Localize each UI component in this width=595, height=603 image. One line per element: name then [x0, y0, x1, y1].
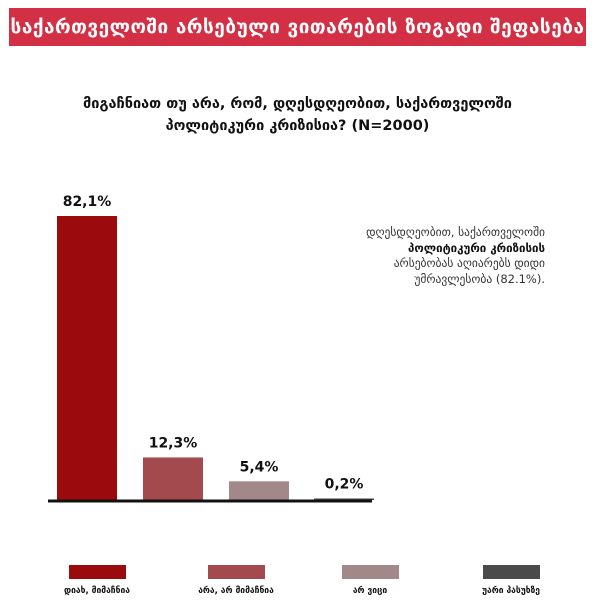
note-bold-text: პოლიტიკური კრიზისის [408, 240, 545, 255]
bars-group: 82,1% 12,3% 5,4% 0,2% [57, 194, 374, 500]
legend-label-4: უარი პასუხზე [482, 586, 540, 596]
legend-label-2: არა, არ მიმაჩნია [198, 586, 274, 596]
bar-4 [314, 498, 374, 500]
legend-label-3: არ ვიცი [352, 586, 388, 596]
header-title: საქართველოში არსებული ვითარების ზოგადი შ… [10, 16, 585, 38]
bar-1 [57, 216, 117, 500]
legend-item-1: დიახ, მიმაჩნია [47, 565, 147, 596]
header-banner: საქართველოში არსებული ვითარების ზოგადი შ… [9, 8, 586, 46]
legend-swatch-1 [68, 565, 126, 579]
note-text-2: არსებობას აღიარებს დიდი უმრავლესობა (82.… [393, 256, 545, 286]
annotation-note: დღესდღეობით, საქართველოში პოლიტიკური კრი… [365, 225, 545, 287]
legend-label-1: დიახ, მიმაჩნია [64, 586, 130, 596]
legend-swatch-3 [341, 565, 399, 579]
bar-value-label-1: 82,1% [63, 194, 112, 210]
question-title: მიგაჩნიათ თუ არა, რომ, დღესდღეობით, საქა… [20, 93, 575, 137]
legend-swatch-2 [207, 565, 265, 579]
question-line-2: პოლიტიკური კრიზისია? (N=2000) [165, 118, 430, 134]
legend-swatch-4 [482, 565, 540, 579]
bar-3 [229, 481, 289, 500]
bar-value-label-4: 0,2% [325, 477, 364, 493]
bar-2 [143, 457, 203, 500]
legend-item-3: არ ვიცი [320, 565, 420, 596]
legend-item-2: არა, არ მიმაჩნია [186, 565, 286, 596]
bar-value-label-3: 5,4% [240, 459, 279, 475]
legend-item-4: უარი პასუხზე [461, 565, 561, 596]
note-text-1: დღესდღეობით, საქართველოში [366, 225, 545, 239]
bar-value-label-2: 12,3% [149, 435, 198, 451]
question-line-1: მიგაჩნიათ თუ არა, რომ, დღესდღეობით, საქა… [83, 96, 512, 112]
